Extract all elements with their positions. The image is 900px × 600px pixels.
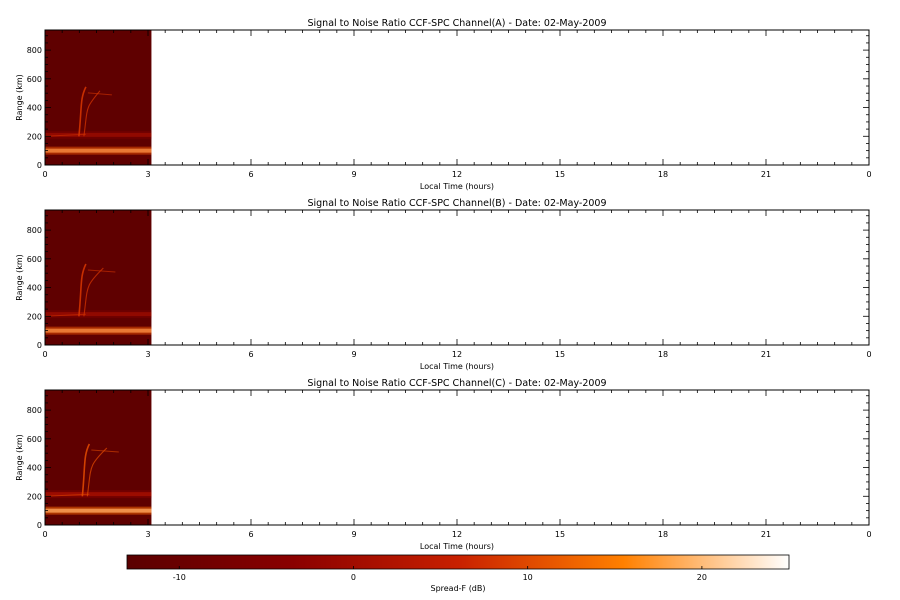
echo-layer-halo [45,326,152,335]
x-tick-label: 3 [145,530,150,539]
x-tick-label: 6 [248,530,253,539]
y-tick-label: 200 [27,492,42,501]
x-tick-label: 12 [452,350,462,359]
y-tick-label: 800 [27,226,42,235]
plume-streak [87,92,112,96]
x-tick-label: 12 [452,530,462,539]
x-tick-label: 15 [555,530,565,539]
x-tick-label: 3 [145,170,150,179]
x-tick-label: 18 [658,170,668,179]
y-tick-label: 400 [27,104,42,113]
colorbar-tick-label: 20 [697,573,707,582]
colorbar-gradient [126,554,790,570]
plot-frame [44,389,870,526]
x-tick-label: 6 [248,170,253,179]
panel-title: Signal to Noise Ratio CCF-SPC Channel(C)… [307,378,606,389]
echo-layer-halo [45,506,152,515]
y-tick-label: 600 [27,255,42,264]
y-tick-label: 400 [27,464,42,473]
x-tick-label: 0 [866,350,871,359]
y-tick-label: 600 [27,75,42,84]
plume-streak [44,133,86,137]
y-tick-label: 200 [27,312,42,321]
plot-frame [44,209,870,346]
y-tick-label: 400 [27,284,42,293]
plume-streak [91,449,119,453]
heatmap-background [45,30,152,165]
plume-streak [83,90,101,137]
y-tick-label: 0 [37,521,42,530]
x-axis-label: Local Time (hours) [420,182,494,191]
plume-streak [86,447,108,497]
panel-title: Signal to Noise Ratio CCF-SPC Channel(B)… [307,198,606,209]
colorbar-label: Spread-F (dB) [430,584,485,593]
x-tick-label: 21 [761,530,771,539]
x-tick-label: 21 [761,170,771,179]
x-tick-label: 0 [866,170,871,179]
plume-streak [44,493,90,497]
x-tick-label: 18 [658,530,668,539]
x-axis-label: Local Time (hours) [420,542,494,551]
y-tick-label: 0 [37,161,42,170]
echo-layer-halo [45,490,152,499]
x-tick-label: 15 [555,170,565,179]
x-tick-label: 0 [866,530,871,539]
x-tick-label: 3 [145,350,150,359]
y-tick-label: 200 [27,132,42,141]
heatmap-background [45,210,152,345]
x-tick-label: 18 [658,350,668,359]
x-axis-label: Local Time (hours) [420,362,494,371]
plot-frame [44,29,870,166]
colorbar: -10 0 10 20 Spread-F (dB) [126,554,790,593]
colorbar-tick-label: 0 [351,573,356,582]
y-axis-label: Range (km) [15,74,24,121]
x-tick-label: 0 [42,530,47,539]
y-axis-label: Range (km) [15,434,24,481]
heatmap-panel: Signal to Noise Ratio CCF-SPC Channel(B)… [15,198,872,371]
y-axis-label: Range (km) [15,254,24,301]
plume-streak [78,86,87,137]
echo-layer-halo [45,310,152,319]
echo-layer-halo [45,130,152,139]
x-tick-label: 0 [42,350,47,359]
x-tick-label: 6 [248,350,253,359]
panels: Signal to Noise Ratio CCF-SPC Channel(A)… [15,18,872,551]
x-tick-label: 9 [351,530,356,539]
y-tick-label: 0 [37,341,42,350]
echo-layer-halo [45,146,152,155]
plume-streak [87,269,116,273]
heatmap-panel: Signal to Noise Ratio CCF-SPC Channel(C)… [15,378,872,551]
x-tick-label: 0 [42,170,47,179]
y-tick-label: 800 [27,406,42,415]
heatmap-panel: Signal to Noise Ratio CCF-SPC Channel(A)… [15,18,872,191]
plume-streak [81,443,91,497]
x-tick-label: 15 [555,350,565,359]
x-tick-label: 9 [351,350,356,359]
panel-title: Signal to Noise Ratio CCF-SPC Channel(A)… [307,18,606,29]
plume-streak [78,263,87,317]
x-tick-label: 12 [452,170,462,179]
colorbar-tick-label: 10 [523,573,533,582]
colorbar-tick-label: -10 [173,573,186,582]
y-tick-label: 800 [27,46,42,55]
plume-streak [44,313,86,317]
x-tick-label: 21 [761,350,771,359]
plume-streak [83,267,104,317]
y-tick-label: 600 [27,435,42,444]
x-tick-label: 9 [351,170,356,179]
